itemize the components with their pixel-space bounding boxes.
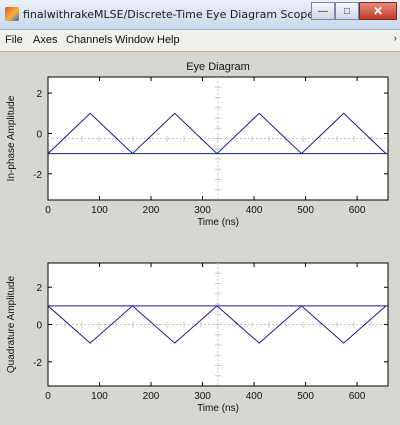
plot1-title: Eye Diagram	[186, 61, 250, 73]
plot1-ytick-label: 0	[36, 129, 42, 140]
plot1-xtick-label: 400	[246, 205, 263, 216]
menu-help[interactable]: Help	[157, 34, 180, 46]
plot2-xtick-label: 500	[297, 391, 314, 402]
plot1-xtick-label: 100	[91, 205, 108, 216]
menu-overflow-icon[interactable]: ›	[393, 33, 397, 44]
plot2-xlabel: Time (ns)	[197, 403, 239, 414]
menu-channels[interactable]: Channels	[66, 34, 113, 46]
matlab-app-icon	[5, 7, 19, 21]
plot2-xtick-label: 0	[45, 391, 51, 402]
close-button[interactable]: ✕	[359, 2, 397, 20]
window-title: finalwithrakeMLSE/Discrete-Time Eye Diag…	[23, 8, 315, 21]
plot1-xtick-label: 200	[143, 205, 160, 216]
menu-window[interactable]: Window	[115, 34, 155, 46]
maximize-button[interactable]: □	[335, 2, 359, 20]
plot2-xtick-label: 200	[143, 391, 160, 402]
plot1-xtick-label: 300	[194, 205, 211, 216]
plot2-ytick-label: 0	[36, 321, 42, 332]
minimize-button[interactable]: —	[311, 2, 335, 20]
plot2-ytick-label: 2	[36, 283, 42, 294]
plot1-xtick-label: 0	[45, 205, 51, 216]
window-controls: — □ ✕	[311, 2, 397, 22]
plot1-ytick-label: -2	[33, 170, 42, 181]
title-bar: finalwithrakeMLSE/Discrete-Time Eye Diag…	[0, 0, 400, 30]
plot2-xtick-label: 400	[246, 391, 263, 402]
plot2-ytick-label: -2	[33, 358, 42, 369]
plot2-ylabel: Quadrature Amplitude	[6, 275, 17, 373]
plot1-ylabel: In-phase Amplitude	[6, 95, 17, 181]
figure-area: 0 100 200 300 400 500 600 -2 0 2 Eye Diagram Time (…	[0, 52, 400, 425]
menu-axes[interactable]: Axes	[33, 34, 58, 46]
plot1-xtick-label: 500	[297, 205, 314, 216]
plot1-xlabel: Time (ns)	[197, 217, 239, 228]
plot2-xtick-label: 600	[349, 391, 366, 402]
menu-bar: File Axes Channels Window Help ›	[0, 30, 400, 52]
plot1-xtick-label: 600	[349, 205, 366, 216]
plot2-xtick-label: 300	[194, 391, 211, 402]
plot1-ytick-label: 2	[36, 89, 42, 100]
plot2-xtick-label: 100	[91, 391, 108, 402]
menu-file[interactable]: File	[5, 34, 23, 46]
